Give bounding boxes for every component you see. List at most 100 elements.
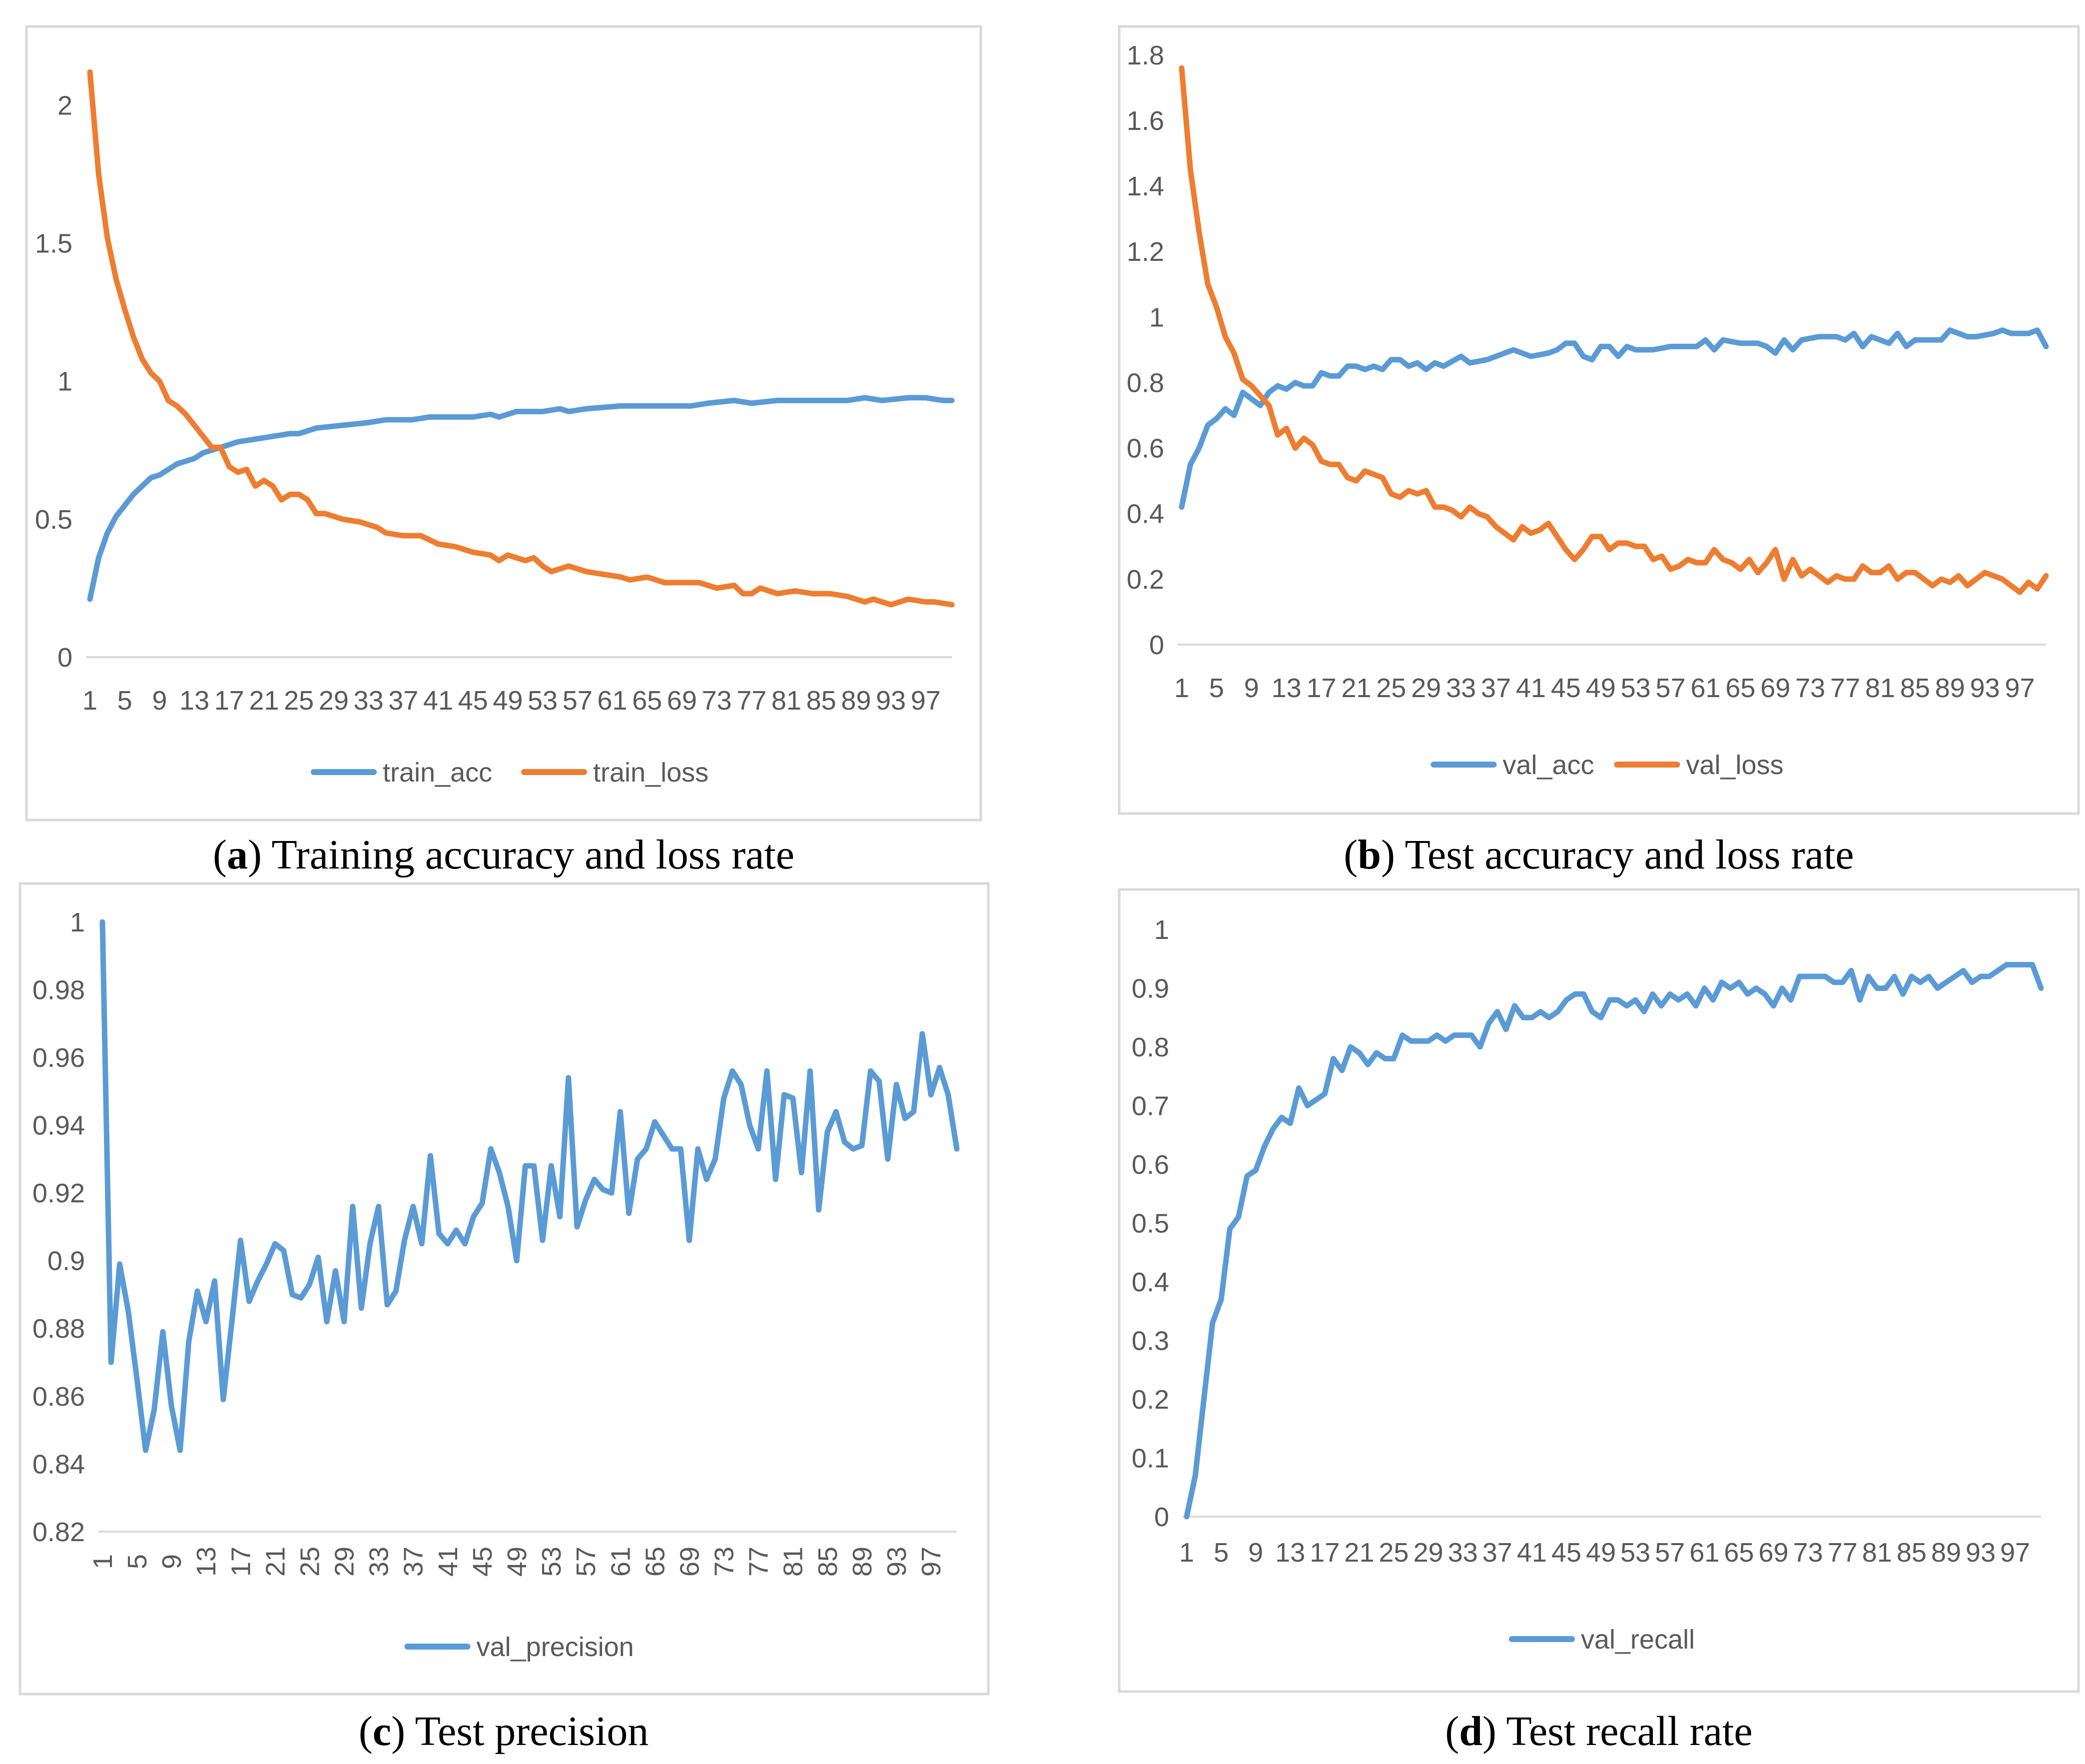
x-tick-label: 29: [330, 1547, 360, 1577]
x-tick-label: 5: [1209, 673, 1224, 703]
x-tick-label: 73: [702, 686, 732, 716]
legend-label-val_acc: val_acc: [1503, 750, 1594, 780]
x-tick-label: 93: [1966, 1538, 1996, 1568]
x-tick-label: 97: [911, 686, 941, 716]
y-tick-label: 1: [1149, 302, 1164, 332]
caption-b-text: ) Test accuracy and loss rate: [1381, 832, 1854, 878]
x-tick-label: 65: [632, 686, 662, 716]
y-tick-label: 0.1: [1132, 1443, 1169, 1473]
caption-a-letter: a: [227, 832, 248, 878]
x-tick-label: 45: [468, 1547, 498, 1577]
x-tick-label: 77: [744, 1547, 774, 1577]
panel-d: 00.10.20.30.40.50.60.70.80.911 5 9 13 17 21 25…: [1118, 888, 2080, 1755]
series-line-val_precision: [99, 919, 960, 1453]
panel-a-frame: [25, 25, 982, 822]
x-tick-label: 89: [1931, 1538, 1961, 1568]
x-tick-label: 77: [1828, 1538, 1858, 1568]
x-tick-label: 21: [249, 686, 279, 716]
x-tick-label: 61: [1690, 673, 1720, 703]
x-tick-label: 45: [1551, 673, 1581, 703]
x-tick-label: 5: [122, 1554, 152, 1569]
legend-label-train_acc: train_acc: [383, 758, 492, 788]
x-tick-label: 33: [354, 686, 384, 716]
x-tick-label: 73: [1795, 673, 1825, 703]
x-tick-label: 25: [1376, 673, 1406, 703]
chart-a: 00.511.521 5 9 13 17 21 25 29 33 37 41 45 49 53 57 61 65…: [35, 69, 955, 788]
x-tick-label: 61: [597, 686, 627, 716]
x-tick-label: 9: [1248, 1538, 1263, 1568]
x-tick-label: 57: [571, 1547, 601, 1577]
x-tick-label: 41: [1517, 1538, 1547, 1568]
x-tick-label: 69: [1760, 673, 1790, 703]
x-tick-label: 1: [1179, 1538, 1194, 1568]
x-tick-label: 97: [2000, 1538, 2030, 1568]
x-tick-label: 9: [152, 686, 167, 716]
x-tick-label: 61: [606, 1547, 636, 1577]
x-tick-label: 53: [537, 1547, 567, 1577]
x-tick-label: 77: [1830, 673, 1860, 703]
x-tick-label: 93: [876, 686, 906, 716]
x-tick-label: 17: [214, 686, 244, 716]
x-tick-label: 65: [1724, 1538, 1754, 1568]
x-tick-label: 93: [1970, 673, 2000, 703]
x-tick-label: 73: [709, 1547, 739, 1577]
y-tick-label: 0.2: [1132, 1385, 1169, 1415]
y-tick-label: 0: [1149, 630, 1164, 660]
x-tick-label: 41: [1516, 673, 1546, 703]
x-tick-label: 17: [1307, 673, 1337, 703]
chart-d: 00.10.20.30.40.50.60.70.80.911 5 9 13 17 21 25…: [1132, 915, 2044, 1655]
series-line-val_recall: [1184, 962, 2044, 1520]
legend-label-val_recall: val_recall: [1581, 1625, 1695, 1655]
x-tick-label: 25: [1379, 1538, 1409, 1568]
y-tick-label: 0.84: [32, 1449, 85, 1479]
x-tick-label: 45: [1551, 1538, 1581, 1568]
y-tick-label: 1.5: [35, 228, 72, 258]
y-tick-label: 0.2: [1127, 565, 1164, 595]
x-tick-label: 81: [771, 686, 801, 716]
x-tick-label: 69: [675, 1547, 704, 1577]
caption-d-text: ) Test recall rate: [1482, 1708, 1753, 1755]
x-tick-label: 53: [1621, 673, 1651, 703]
x-tick-label: 37: [1481, 673, 1511, 703]
panel-a: 00.511.521 5 9 13 17 21 25 29 33 37 41 45 49 53 57 61 65…: [25, 25, 982, 878]
x-tick-label: 85: [1900, 673, 1930, 703]
y-tick-label: 1: [70, 907, 85, 937]
y-tick-label: 0.94: [32, 1111, 85, 1141]
y-tick-label: 1: [1154, 915, 1169, 945]
caption-d-letter: d: [1459, 1708, 1482, 1755]
caption-b-letter: b: [1358, 832, 1381, 878]
y-tick-label: 2: [57, 90, 72, 120]
x-tick-label: 37: [399, 1547, 429, 1577]
x-tick-label: 49: [493, 686, 523, 716]
y-tick-label: 0.3: [1132, 1326, 1169, 1356]
x-tick-label: 49: [1586, 673, 1616, 703]
series-line-val_acc: [1179, 327, 2049, 510]
y-tick-label: 0.5: [1132, 1208, 1169, 1238]
panel-c-caption: (c) Test precision: [359, 1708, 649, 1755]
x-tick-label: 17: [1310, 1538, 1340, 1568]
y-tick-label: 0.5: [35, 505, 72, 535]
x-tick-label: 85: [1897, 1538, 1927, 1568]
x-tick-label: 69: [667, 686, 697, 716]
x-tick-label: 93: [882, 1547, 912, 1577]
x-tick-label: 1: [82, 686, 97, 716]
x-tick-label: 17: [226, 1547, 256, 1577]
y-tick-label: 0.6: [1132, 1150, 1169, 1180]
x-tick-label: 57: [1655, 1538, 1685, 1568]
x-tick-label: 37: [388, 686, 418, 716]
x-tick-label: 89: [847, 1547, 877, 1577]
x-tick-label: 81: [1865, 673, 1895, 703]
y-tick-label: 0.4: [1132, 1267, 1169, 1297]
legend-label-val_loss: val_loss: [1686, 750, 1784, 780]
y-tick-label: 1: [57, 367, 72, 397]
x-tick-label: 41: [433, 1547, 463, 1577]
x-tick-label: 77: [736, 686, 766, 716]
x-tick-label: 61: [1689, 1538, 1719, 1568]
x-tick-label: 21: [260, 1547, 290, 1577]
y-tick-label: 0: [1154, 1502, 1169, 1532]
x-tick-label: 13: [191, 1547, 221, 1577]
y-tick-label: 1.2: [1127, 237, 1164, 267]
